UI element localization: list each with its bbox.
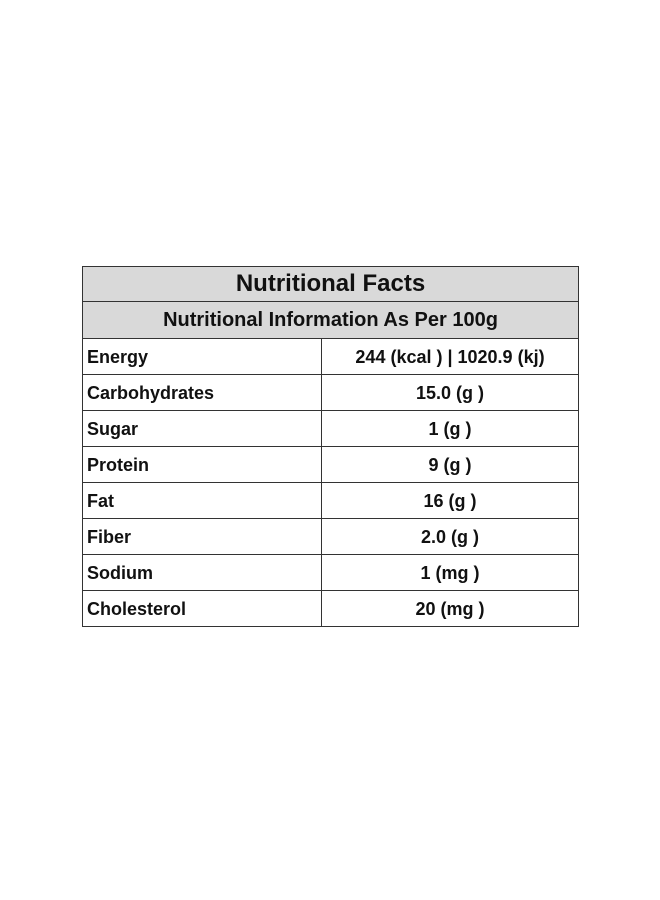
nutrient-amount: 16 (g )	[320, 482, 580, 519]
nutrient-amount: 20 (mg )	[320, 590, 580, 627]
nutrient-name: Cholesterol	[82, 590, 322, 627]
nutrient-amount: 244 (kcal ) | 1020.9 (kj)	[320, 338, 580, 375]
table-row: Cholesterol 20 (mg )	[82, 590, 580, 627]
nutrient-name: Fiber	[82, 518, 322, 555]
nutrient-amount: 2.0 (g )	[320, 518, 580, 555]
table-title: Nutritional Facts	[81, 266, 580, 302]
table-row: Sodium 1 (mg )	[82, 554, 580, 591]
table-row: Fat 16 (g )	[82, 482, 580, 519]
nutrient-amount: 1 (mg )	[320, 554, 580, 591]
nutrient-amount: 9 (g )	[320, 446, 580, 483]
title-row: Nutritional Facts	[81, 266, 580, 302]
nutrient-name: Sugar	[82, 410, 322, 447]
table-row: Energy 244 (kcal ) | 1020.9 (kj)	[82, 338, 580, 375]
nutrient-amount: 1 (g )	[320, 410, 580, 447]
nutrient-name: Energy	[82, 338, 322, 375]
table-row: Sugar 1 (g )	[82, 410, 580, 447]
nutrient-name: Carbohydrates	[82, 374, 322, 411]
nutrient-name: Fat	[82, 482, 322, 519]
table-row: Carbohydrates 15.0 (g )	[82, 374, 580, 411]
subtitle-row: Nutritional Information As Per 100g	[81, 301, 580, 339]
nutrient-name: Protein	[82, 446, 322, 483]
nutrient-amount: 15.0 (g )	[320, 374, 580, 411]
table-row: Protein 9 (g )	[82, 446, 580, 483]
nutrient-name: Sodium	[82, 554, 322, 591]
nutrition-facts-table: Nutritional Facts Nutritional Informatio…	[81, 266, 580, 627]
table-subtitle: Nutritional Information As Per 100g	[81, 301, 580, 339]
table-row: Fiber 2.0 (g )	[82, 518, 580, 555]
